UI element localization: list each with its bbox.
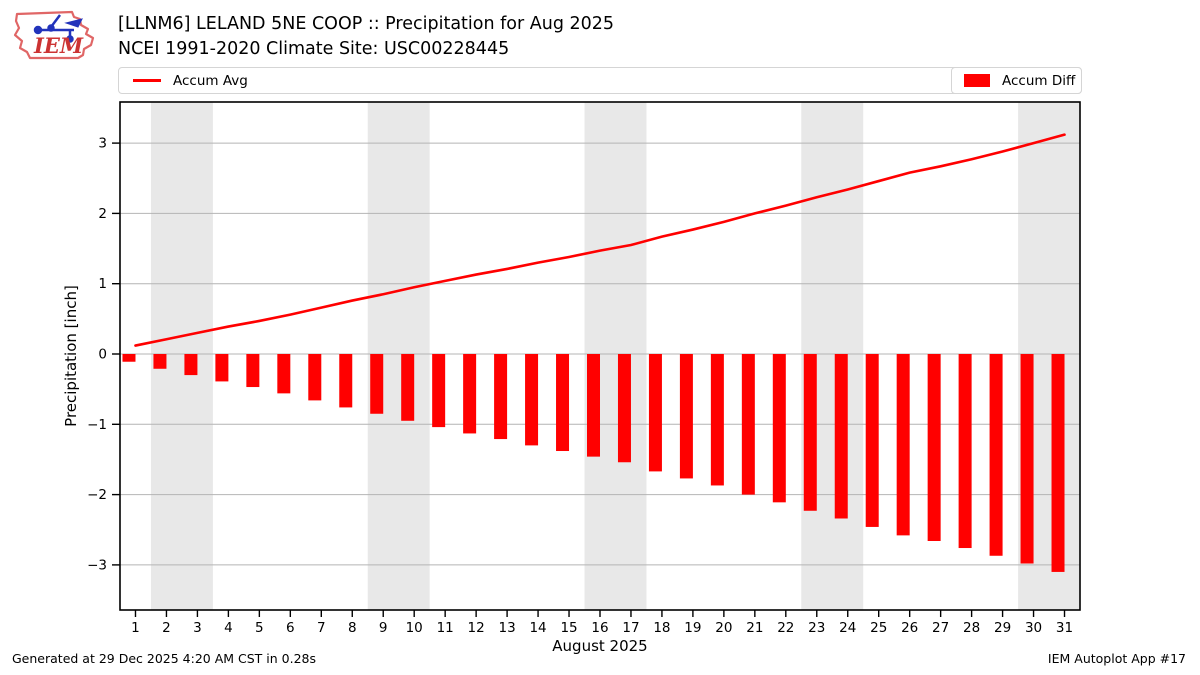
iowa-outline-icon: IEM (13, 10, 95, 60)
y-tick-label: 0 (98, 347, 107, 363)
legend-accum-diff-label: Accum Diff (1002, 72, 1076, 89)
x-tick-label: 8 (348, 620, 357, 636)
accum-diff-bar (803, 354, 817, 511)
x-tick-label: 13 (499, 620, 516, 636)
x-tick-label: 21 (746, 620, 763, 636)
x-tick-label: 2 (162, 620, 171, 636)
accum-diff-bar (308, 354, 322, 401)
x-tick-label: 30 (1025, 620, 1042, 636)
accum-diff-bar (215, 354, 229, 382)
title-block: [LLNM6] LELAND 5NE COOP :: Precipitation… (118, 12, 614, 62)
x-tick-label: 9 (379, 620, 388, 636)
x-tick-label: 11 (437, 620, 454, 636)
x-tick-label: 12 (468, 620, 485, 636)
x-tick-label: 24 (839, 620, 856, 636)
x-tick-label: 5 (255, 620, 264, 636)
accum-diff-bar (710, 354, 724, 486)
accum-avg-line (134, 133, 1066, 347)
y-tick-label: −3 (87, 557, 107, 573)
x-tick-label: 27 (932, 620, 949, 636)
weathervane-icon (33, 14, 83, 43)
accum-diff-bar (648, 354, 662, 472)
y-tick-label: −2 (87, 487, 107, 503)
y-tick-label: 1 (98, 276, 107, 292)
y-tick-label: −1 (87, 417, 107, 433)
accum-diff-bar (184, 354, 198, 376)
x-tick-label: 1 (131, 620, 140, 636)
accum-diff-bar (494, 354, 508, 440)
page-title: [LLNM6] LELAND 5NE COOP :: Precipitation… (118, 14, 615, 34)
x-tick-label: 3 (193, 620, 202, 636)
accum-diff-bar (587, 354, 600, 457)
y-axis-label: Precipitation [inch] (62, 285, 80, 427)
accum-diff-bar (1020, 354, 1034, 564)
x-tick-label: 23 (808, 620, 825, 636)
x-tick-label: 4 (224, 620, 233, 636)
legend-accum-avg: Accum Avg (118, 67, 1082, 94)
page-subtitle: NCEI 1991-2020 Climate Site: USC00228445 (118, 39, 510, 59)
x-tick-label: 17 (622, 620, 639, 636)
x-tick-label: 19 (684, 620, 701, 636)
x-tick-label: 6 (286, 620, 295, 636)
logo-text: IEM (33, 33, 84, 58)
accum-diff-bar (772, 354, 786, 503)
accum-diff-bar (556, 354, 570, 452)
x-tick-label: 14 (529, 620, 546, 636)
accum-diff-bar (401, 354, 415, 421)
x-tick-label: 28 (963, 620, 980, 636)
accum-diff-bar (122, 354, 136, 362)
legend-accum-diff: Accum Diff (951, 67, 1082, 94)
x-tick-label: 22 (777, 620, 794, 636)
generated-timestamp: Generated at 29 Dec 2025 4:20 AM CST in … (12, 651, 316, 666)
accum-diff-bar (896, 354, 910, 536)
accum-diff-bar (463, 354, 477, 434)
accum-diff-bar (246, 354, 260, 388)
accum-diff-bar (617, 354, 631, 463)
x-tick-label: 16 (591, 620, 608, 636)
x-tick-label: 31 (1056, 620, 1073, 636)
accum-diff-bar (370, 354, 384, 414)
accum-diff-bar (834, 354, 848, 519)
app-credit: IEM Autoplot App #17 (1047, 651, 1186, 666)
accum-diff-bar (741, 354, 755, 495)
legend-accum-avg-label: Accum Avg (173, 72, 248, 89)
accum-diff-bar (679, 354, 693, 479)
accum-diff-bar (153, 354, 167, 369)
x-tick-label: 18 (653, 620, 670, 636)
accum-diff-bar (432, 354, 446, 428)
accum-diff-bar (339, 354, 353, 408)
accum-diff-bar (525, 354, 539, 446)
x-tick-label: 7 (317, 620, 326, 636)
x-tick-label: 20 (715, 620, 732, 636)
accum-diff-bar (989, 354, 1003, 556)
accum-avg-line-swatch-icon (133, 79, 161, 82)
accum-diff-bar (927, 354, 941, 541)
x-tick-label: 15 (560, 620, 577, 636)
accum-diff-bar-swatch-icon (964, 74, 990, 87)
iem-logo: IEM (8, 5, 114, 63)
accum-diff-bar (958, 354, 972, 549)
x-axis-label: August 2025 (552, 637, 647, 655)
y-tick-label: 2 (98, 206, 107, 222)
accum-diff-bar (277, 354, 291, 394)
x-tick-label: 10 (406, 620, 423, 636)
accum-diff-bar (1051, 354, 1065, 572)
accum-diff-bar (865, 354, 879, 527)
x-tick-label: 25 (870, 620, 887, 636)
x-tick-label: 26 (901, 620, 918, 636)
y-tick-label: 3 (98, 136, 107, 152)
x-tick-label: 29 (994, 620, 1011, 636)
